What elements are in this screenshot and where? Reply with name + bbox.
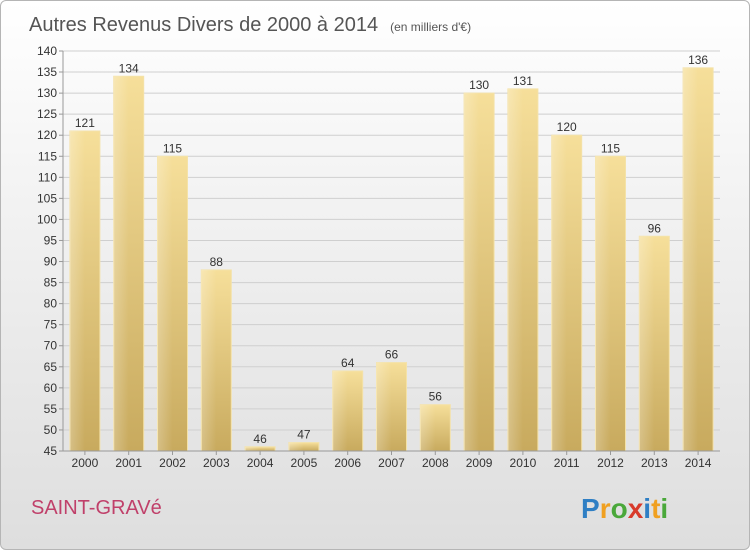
data-label-2004: 46 <box>253 432 267 446</box>
x-axis: 2000 2001 2002 2003 2004 2005 2006 2007 2008 2009… <box>63 450 720 470</box>
data-label-2006: 64 <box>341 356 355 370</box>
bar-highlight-2002 <box>157 156 173 451</box>
x-tick-label-2001: 2001 <box>115 456 142 470</box>
bar-highlight-2001 <box>113 76 129 452</box>
x-tick-label-2000: 2000 <box>72 456 99 470</box>
data-label-2014: 136 <box>688 53 708 67</box>
x-tick-label-2009: 2009 <box>466 456 493 470</box>
bar-highlight-2006 <box>332 371 348 451</box>
data-label-2008: 56 <box>429 390 443 404</box>
y-tick-label: 110 <box>38 170 57 184</box>
data-label-2003: 88 <box>210 255 224 269</box>
logo-letter: x <box>628 493 644 524</box>
y-tick-label: 60 <box>44 381 58 395</box>
x-tick-label-2004: 2004 <box>247 456 274 470</box>
data-label-2011: 120 <box>557 120 577 134</box>
x-tick-label-2008: 2008 <box>422 456 449 470</box>
data-label-2007: 66 <box>385 348 399 362</box>
x-tick-label-2012: 2012 <box>597 456 624 470</box>
logo-letter: r <box>600 493 611 524</box>
bar-highlight-2007 <box>376 362 392 451</box>
y-tick-label: 90 <box>44 255 58 269</box>
y-tick-label: 120 <box>37 128 57 142</box>
y-tick-label: 100 <box>37 212 57 226</box>
bar-highlight-2009 <box>464 93 480 452</box>
y-tick-label: 50 <box>44 423 58 437</box>
y-axis: 45 50 55 60 65 70 75 80 85 90 95 100 105 110 115 120 125… <box>37 44 64 458</box>
y-tick-label: 115 <box>38 149 57 163</box>
x-tick-label-2014: 2014 <box>685 456 712 470</box>
y-tick-label: 75 <box>44 318 58 332</box>
y-tick-label: 130 <box>37 86 57 100</box>
logo-letter: t <box>651 493 660 524</box>
x-tick-label-2006: 2006 <box>334 456 361 470</box>
data-label-2001: 134 <box>119 61 139 75</box>
y-tick-label: 140 <box>37 44 57 58</box>
data-label-2005: 47 <box>297 428 311 442</box>
bar-highlight-2011 <box>551 135 567 452</box>
bars: 121 134 115 88 46 47 64 66 56 130 131 120 115 96 136 <box>69 53 714 452</box>
y-tick-label: 125 <box>37 107 57 121</box>
bar-highlight-2014 <box>683 67 699 451</box>
logo-letter: o <box>611 493 628 524</box>
y-tick-label: 95 <box>44 233 58 247</box>
data-label-2013: 96 <box>648 221 662 235</box>
logo-letter: i <box>643 493 651 524</box>
data-label-2002: 115 <box>163 141 182 155</box>
y-tick-label: 45 <box>44 444 58 458</box>
data-label-2009: 130 <box>469 78 489 92</box>
x-tick-label-2007: 2007 <box>378 456 405 470</box>
chart-title-main: Autres Revenus Divers de 2000 à 2014 <box>29 14 378 36</box>
y-tick-label: 80 <box>44 297 58 311</box>
data-label-2000: 121 <box>75 116 95 130</box>
data-label-2010: 131 <box>513 74 533 88</box>
x-tick-label-2003: 2003 <box>203 456 230 470</box>
y-tick-label: 85 <box>44 276 58 290</box>
bar-highlight-2005 <box>288 442 304 451</box>
bar-highlight-2004 <box>245 446 261 451</box>
bar-highlight-2003 <box>201 269 217 451</box>
y-tick-label: 135 <box>37 65 57 79</box>
bar-highlight-2013 <box>639 236 655 451</box>
proxiti-logo: Proxiti <box>581 493 668 524</box>
logo-letter: i <box>660 493 668 524</box>
y-tick-label: 105 <box>37 191 57 205</box>
x-tick-label-2002: 2002 <box>159 456 186 470</box>
x-tick-label-2013: 2013 <box>641 456 668 470</box>
bar-highlight-2000 <box>69 131 85 451</box>
place-label: SAINT-GRAVé <box>31 497 162 519</box>
y-tick-label: 55 <box>44 402 58 416</box>
bar-highlight-2010 <box>507 88 523 451</box>
chart-title-unit: (en milliers d'€) <box>390 20 471 34</box>
data-label-2012: 115 <box>601 141 620 155</box>
x-tick-label-2011: 2011 <box>554 456 580 470</box>
bar-highlight-2008 <box>420 404 436 451</box>
y-tick-label: 65 <box>44 360 58 374</box>
x-tick-label-2005: 2005 <box>291 456 318 470</box>
x-tick-label-2010: 2010 <box>510 456 537 470</box>
y-tick-label: 70 <box>44 339 58 353</box>
chart-title: Autres Revenus Divers de 2000 à 2014 (en… <box>29 14 471 36</box>
logo-letter: P <box>581 493 600 524</box>
bar-highlight-2012 <box>595 156 611 451</box>
